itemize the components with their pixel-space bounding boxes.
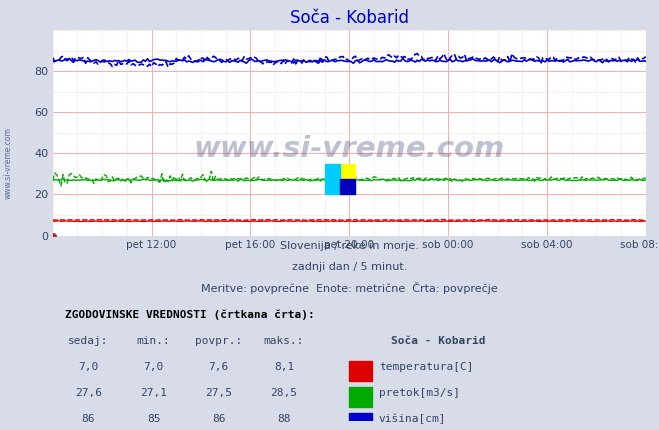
Text: 27,6: 27,6 [75,388,101,398]
Text: ZGODOVINSKE VREDNOSTI (črtkana črta):: ZGODOVINSKE VREDNOSTI (črtkana črta): [65,310,314,320]
Text: povpr.:: povpr.: [195,336,243,346]
FancyBboxPatch shape [349,361,372,381]
Text: 7,0: 7,0 [78,362,98,372]
Text: min.:: min.: [136,336,171,346]
Text: višina[cm]: višina[cm] [379,414,446,424]
Text: 86: 86 [82,414,95,424]
FancyBboxPatch shape [349,387,372,406]
Text: 28,5: 28,5 [271,388,297,398]
FancyBboxPatch shape [349,413,372,430]
Text: 86: 86 [212,414,225,424]
Bar [325,164,340,194]
Text: maks.:: maks.: [264,336,304,346]
Title: Soča - Kobarid: Soča - Kobarid [290,9,409,27]
Text: Slovenija / reke in morje.: Slovenija / reke in morje. [280,241,418,251]
Text: www.si-vreme.com: www.si-vreme.com [194,135,505,163]
Text: zadnji dan / 5 minut.: zadnji dan / 5 minut. [291,261,407,272]
Text: Soča - Kobarid: Soča - Kobarid [391,336,485,346]
Text: 8,1: 8,1 [274,362,294,372]
Text: 7,6: 7,6 [209,362,229,372]
Bar [340,179,355,194]
Text: pretok[m3/s]: pretok[m3/s] [379,388,460,398]
Text: Meritve: povprečne  Enote: metrične  Črta: povprečje: Meritve: povprečne Enote: metrične Črta:… [201,282,498,294]
Text: 85: 85 [147,414,160,424]
Bar [325,164,355,194]
Text: temperatura[C]: temperatura[C] [379,362,473,372]
Text: 88: 88 [277,414,291,424]
Text: 27,1: 27,1 [140,388,167,398]
Text: 7,0: 7,0 [144,362,163,372]
Text: www.si-vreme.com: www.si-vreme.com [3,127,13,200]
Text: 27,5: 27,5 [206,388,232,398]
Text: sedaj:: sedaj: [68,336,109,346]
